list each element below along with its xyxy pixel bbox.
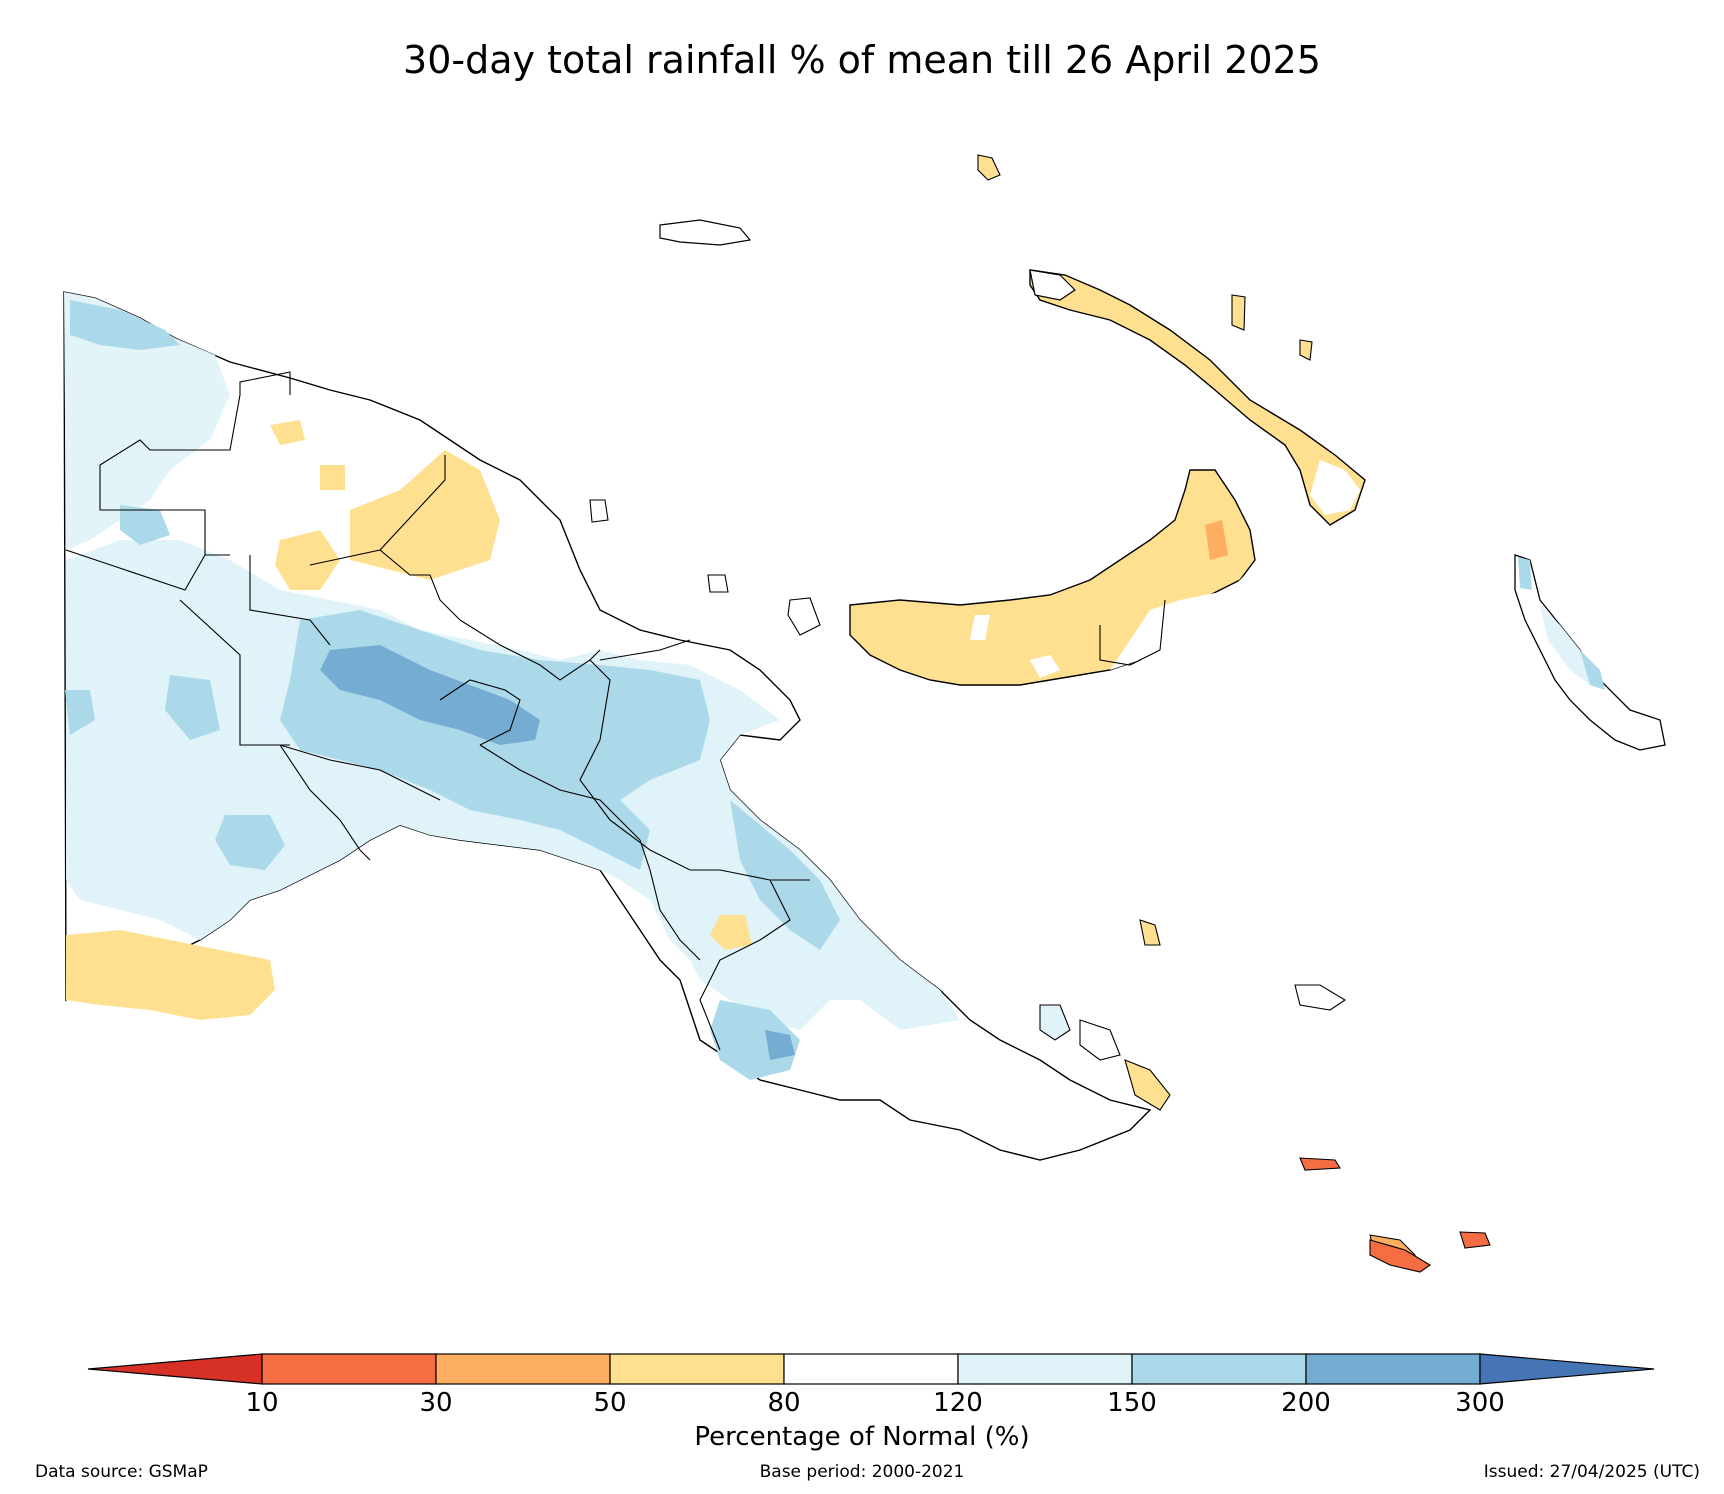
new-britain (849, 469, 1256, 686)
region-200-300 (765, 1030, 795, 1060)
base-period: Base period: 2000-2021 (759, 1462, 965, 1482)
island-sudest (1369, 1239, 1432, 1273)
colorbar-tick-label: 50 (593, 1388, 627, 1418)
colorbar-tick-label: 30 (419, 1388, 453, 1418)
region-50-80 (275, 530, 340, 590)
new-ireland-white (1310, 460, 1360, 515)
island-mussau (977, 154, 1001, 181)
region-50-80 (320, 465, 345, 490)
new-hanover (1029, 269, 1076, 301)
bougainville-150-200 (1518, 557, 1532, 590)
colorbar-tick-label: 10 (245, 1388, 279, 1418)
island-goodenough (1124, 1059, 1171, 1111)
colorbar-150-200 (1131, 1353, 1307, 1385)
small-islands (589, 154, 1491, 1273)
colorbar-120-150 (957, 1353, 1133, 1385)
island-umboi (787, 597, 821, 636)
region-50-80 (710, 915, 752, 950)
province-borders (65, 371, 810, 1051)
bougainville (1514, 554, 1666, 751)
region-150-200 (215, 815, 285, 870)
colorbar-tick-label: 120 (933, 1388, 983, 1418)
region-150-200 (710, 1000, 800, 1080)
region-150-200 (65, 690, 95, 735)
region-200-300 (320, 645, 540, 745)
region-150-200 (165, 675, 220, 740)
island-trobriand (1139, 919, 1161, 946)
colorbar-tick-label: 300 (1455, 1388, 1505, 1418)
island-fergusson (1039, 1004, 1071, 1041)
colorbar-extend-high (1479, 1353, 1655, 1385)
island-tabar (1299, 339, 1313, 361)
bougainville-150-200 (1580, 650, 1605, 690)
mainland (63, 291, 1152, 1161)
map-title: 30-day total rainfall % of mean till 26 … (403, 38, 1321, 82)
region-150-200 (120, 505, 170, 545)
colorbar-tick-label: 80 (767, 1388, 801, 1418)
region-50-80 (270, 420, 305, 445)
data-source: Data source: GSMaP (35, 1462, 208, 1482)
island-woodlark (1294, 984, 1347, 1011)
region-50-80 (350, 450, 500, 580)
colorbar-title: Percentage of Normal (%) (694, 1422, 1030, 1452)
new-britain-white (1030, 655, 1060, 678)
new-britain-border (1099, 599, 1166, 666)
region-150-200 (70, 300, 180, 350)
island-lihir (1231, 294, 1246, 331)
island-tagula (1459, 1231, 1491, 1249)
island-long (707, 574, 729, 593)
colorbar-extend-low (87, 1353, 263, 1385)
colorbar-200-300 (1305, 1353, 1481, 1385)
region-50-80 (66, 930, 275, 1020)
island-karkar (589, 499, 609, 523)
region-150-200 (730, 800, 840, 950)
colorbar-tick-label: 200 (1281, 1388, 1331, 1418)
new-ireland (659, 219, 1366, 526)
colorbar-50-80 (609, 1353, 785, 1385)
new-britain-white (970, 615, 990, 640)
island-misima (1299, 1157, 1341, 1171)
colorbar-10-30 (261, 1353, 437, 1385)
colorbar-tick-label: 150 (1107, 1388, 1157, 1418)
new-britain-white (1110, 570, 1255, 670)
region-120-150 (64, 292, 230, 550)
new-britain-30-50 (1205, 520, 1228, 560)
manus-island (659, 219, 752, 246)
issued-date: Issued: 27/04/2025 (UTC) (1483, 1462, 1700, 1482)
island-normanby (1079, 1019, 1121, 1061)
colorbar-80-120 (783, 1353, 959, 1385)
colorbar-30-50 (435, 1353, 611, 1385)
